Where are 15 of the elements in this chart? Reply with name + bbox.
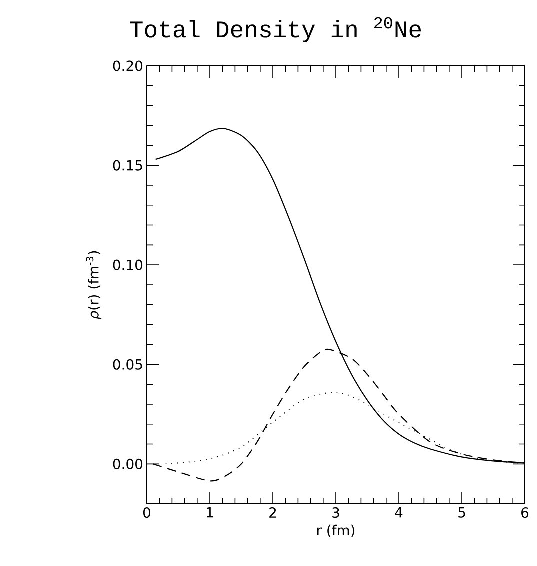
y-axis-title: ρ(r) (fm$^{-3}$)	[86, 251, 102, 320]
y-tick-label: 0.00	[113, 458, 143, 470]
x-tick-label: 1	[207, 508, 214, 518]
chart-title: Total Density in $^{20}$Ne	[130, 17, 422, 43]
x-tick-label: 6	[522, 508, 529, 518]
y-tick-label: 0.15	[113, 160, 142, 171]
x-tick-label: 2	[270, 508, 276, 518]
x-tick-label: 3	[332, 508, 340, 518]
y-tick-label: 0.10	[113, 260, 143, 270]
x-tick-label: 0	[143, 508, 151, 518]
y-tick-label: 0.05	[113, 359, 142, 370]
x-tick-label: 5	[458, 508, 466, 518]
y-tick-label: 0.20	[113, 60, 143, 72]
x-axis-title: r (fm)	[317, 524, 355, 538]
x-tick-label: 4	[395, 508, 403, 518]
